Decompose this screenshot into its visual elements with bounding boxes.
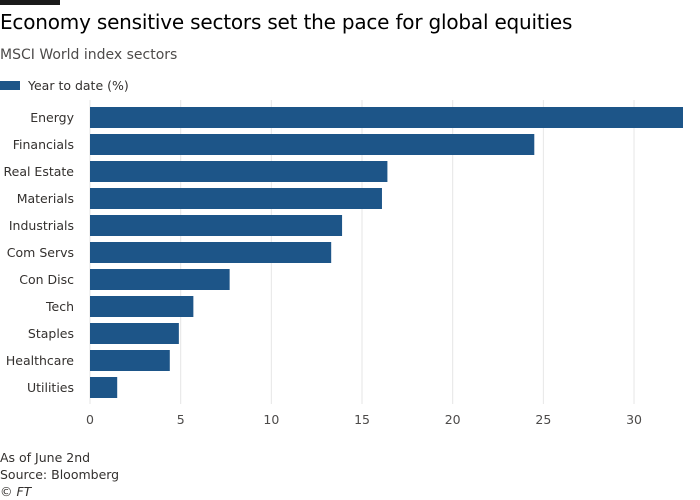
category-label: Utilities bbox=[27, 380, 74, 395]
footnote: As of June 2nd bbox=[0, 450, 91, 465]
x-tick-label: 15 bbox=[354, 412, 370, 427]
footer: As of June 2nd Source: Bloomberg © FT bbox=[0, 449, 119, 500]
category-label: Staples bbox=[28, 326, 74, 341]
bar-energy bbox=[90, 107, 683, 128]
bar-com-servs bbox=[90, 242, 332, 263]
x-tick-label: 10 bbox=[263, 412, 279, 427]
x-tick-labels: 0 5 10 15 20 25 30 bbox=[86, 412, 642, 427]
x-tick-label: 0 bbox=[86, 412, 94, 427]
category-label: Industrials bbox=[9, 218, 74, 233]
chart-title: Economy sensitive sectors set the pace f… bbox=[0, 10, 573, 34]
bar-industrials bbox=[90, 215, 343, 236]
source-note: Source: Bloomberg bbox=[0, 467, 120, 482]
bar-healthcare bbox=[90, 350, 170, 371]
bar-tech bbox=[90, 296, 194, 317]
legend-swatch bbox=[0, 81, 20, 90]
bar-real-estate bbox=[90, 161, 388, 182]
ft-credit: © FT bbox=[0, 484, 32, 499]
bar-con-disc bbox=[90, 269, 230, 290]
bar-staples bbox=[90, 323, 179, 344]
x-tick-label: 30 bbox=[626, 412, 642, 427]
bar-chart: Energy Financials Real Estate Materials Indu… bbox=[4, 100, 683, 427]
bar-materials bbox=[90, 188, 382, 209]
bar-financials bbox=[90, 134, 535, 155]
category-label: Materials bbox=[17, 191, 74, 206]
x-tick-label: 25 bbox=[535, 412, 551, 427]
category-label: Tech bbox=[45, 299, 74, 314]
legend: Year to date (%) bbox=[0, 78, 129, 93]
x-tick-label: 20 bbox=[445, 412, 461, 427]
category-labels: Energy Financials Real Estate Materials Indu… bbox=[4, 110, 75, 395]
bar-utilities bbox=[90, 377, 118, 398]
bars bbox=[90, 107, 683, 398]
category-label: Financials bbox=[13, 137, 74, 152]
category-label: Con Disc bbox=[19, 272, 74, 287]
chart-subtitle: MSCI World index sectors bbox=[0, 47, 178, 63]
category-label: Healthcare bbox=[6, 353, 74, 368]
category-label: Com Servs bbox=[7, 245, 74, 260]
legend-label: Year to date (%) bbox=[28, 78, 129, 93]
category-label: Energy bbox=[30, 110, 74, 125]
x-tick-label: 5 bbox=[177, 412, 185, 427]
category-label: Real Estate bbox=[4, 164, 75, 179]
top-rule bbox=[0, 0, 60, 5]
